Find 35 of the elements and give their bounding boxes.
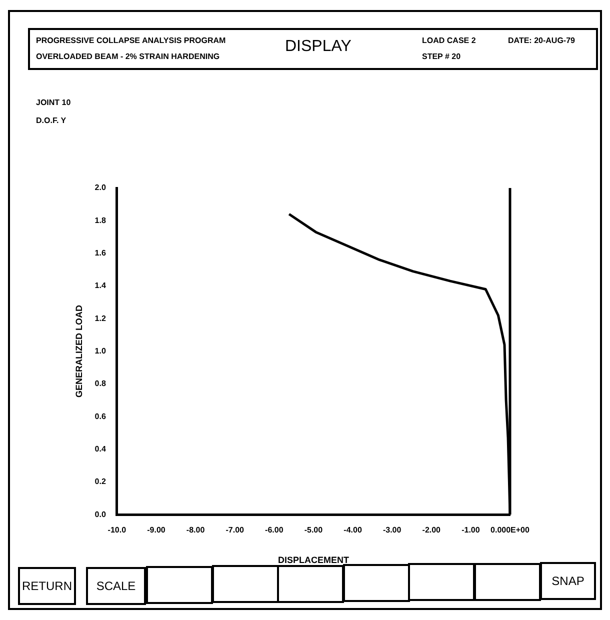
x-tick-label: -7.00 bbox=[226, 526, 245, 535]
text: PROGRESSIVE COLLAPSE ANALYSIS PROGRAM bbox=[36, 36, 226, 45]
y-tick-label: 1.2 bbox=[94, 314, 106, 323]
x-tick-label: -6.00 bbox=[265, 526, 284, 535]
x-tick-label: -9.00 bbox=[147, 526, 166, 535]
text: OVERLOADED BEAM - 2% STRAIN HARDENING bbox=[36, 52, 220, 61]
y-tick-label: 1.0 bbox=[94, 346, 106, 356]
x-tick-label: 0.000E+00 bbox=[490, 526, 530, 535]
x-tick-label: -8.00 bbox=[186, 526, 206, 535]
y-tick-label: 0.6 bbox=[94, 412, 106, 421]
y-tick-label: 2.0 bbox=[94, 183, 106, 192]
y-axis-title: GENERALIZED LOAD bbox=[74, 304, 84, 398]
text: RETURN bbox=[18, 567, 76, 605]
x-tick-label: -5.00 bbox=[304, 526, 324, 535]
text: DATE: 20-AUG-79 bbox=[508, 36, 575, 45]
y-tick-label: 0.8 bbox=[94, 379, 106, 388]
x-tick-label: -1.00 bbox=[462, 526, 480, 535]
y-tick-label: 0.4 bbox=[94, 444, 106, 454]
y-tick-label: 1.8 bbox=[94, 216, 106, 225]
text: SNAP bbox=[540, 562, 596, 600]
chart-title: DISPLAY bbox=[285, 38, 352, 56]
text: LOAD CASE 2 bbox=[422, 36, 476, 45]
y-tick-label: 0.2 bbox=[94, 477, 106, 486]
y-tick-label: 1.4 bbox=[94, 281, 106, 290]
text: JOINT 10 bbox=[36, 98, 71, 107]
y-tick-label: 1.6 bbox=[94, 248, 106, 258]
x-tick-label: -3.00 bbox=[382, 526, 402, 535]
x-tick-label: -2.00 bbox=[422, 526, 442, 535]
text: D.O.F. Y bbox=[36, 116, 66, 125]
text: SCALE bbox=[86, 567, 146, 605]
x-axis-title: DISPLACEMENT bbox=[278, 555, 350, 566]
x-tick-label: -10.0 bbox=[108, 526, 127, 535]
x-tick-label: -4.00 bbox=[344, 526, 362, 535]
y-tick-label: 0.0 bbox=[94, 510, 106, 519]
text: STEP # 20 bbox=[422, 52, 461, 61]
